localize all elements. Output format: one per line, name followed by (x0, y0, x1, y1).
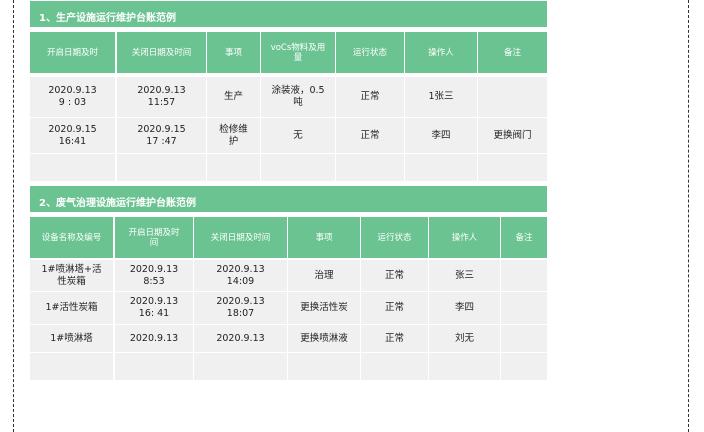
table-cell (501, 325, 547, 352)
table-cell (478, 154, 547, 181)
table-cell: 2020.9.15 17 :47 (117, 118, 206, 153)
table-cell (30, 353, 113, 380)
table-cell: 生产 (207, 77, 260, 117)
table-cell (30, 154, 115, 181)
table-cell (288, 353, 360, 380)
table-cell: 刘无 (429, 325, 500, 352)
table-cell (501, 292, 547, 324)
table-cell: 1#喷淋塔 (30, 325, 113, 352)
table-cell: 正常 (361, 325, 428, 352)
table-cell: 李四 (405, 118, 477, 153)
table-cell: 2020.9.13 (115, 325, 193, 352)
table-cell: 涂装液，0.5 吨 (261, 77, 335, 117)
column-header: 运行状态 (336, 32, 404, 73)
table-cell: 检修维 护 (207, 118, 260, 153)
table-cell: 2020.9.13 9 : 03 (30, 77, 115, 117)
table-title: 1、生产设施运行维护台账范例 (30, 1, 547, 27)
table-cell (115, 353, 193, 380)
column-header: 操作人 (405, 32, 477, 73)
column-header: 关闭日期及时间 (117, 32, 206, 73)
column-header: 事项 (288, 217, 360, 258)
table-cell (194, 353, 287, 380)
table-cell: 正常 (361, 292, 428, 324)
table-cell: 1#喷淋塔+活 性炭箱 (30, 260, 113, 291)
column-header: 设备名称及编号 (30, 217, 113, 258)
column-header: 运行状态 (361, 217, 428, 258)
page-left-margin-line (13, 0, 14, 432)
column-header: 事项 (207, 32, 260, 73)
table-cell (117, 154, 206, 181)
table-cell (478, 77, 547, 117)
table-cell: 张三 (429, 260, 500, 291)
table-cell (501, 260, 547, 291)
table-cell: 更换活性炭 (288, 292, 360, 324)
table-cell (361, 353, 428, 380)
page-right-margin-line (688, 0, 689, 432)
table-cell: 李四 (429, 292, 500, 324)
table-cell: 2020.9.13 14:09 (194, 260, 287, 291)
column-header: 操作人 (429, 217, 500, 258)
table-cell (336, 154, 404, 181)
column-header: 开启日期及时 (30, 32, 115, 73)
table-cell: 2020.9.13 8:53 (115, 260, 193, 291)
table-cell: 1#活性炭箱 (30, 292, 113, 324)
column-header: 开启日期及时 间 (115, 217, 193, 258)
table-cell (207, 154, 260, 181)
table-cell: 无 (261, 118, 335, 153)
table-title: 2、废气治理设施运行维护台账范例 (30, 186, 547, 212)
table-cell: 2020.9.13 11:57 (117, 77, 206, 117)
table-cell: 更换喷淋液 (288, 325, 360, 352)
table-cell (405, 154, 477, 181)
table-cell (429, 353, 500, 380)
table-cell: 2020.9.13 16: 41 (115, 292, 193, 324)
table-cell (501, 353, 547, 380)
table-cell: 更换阀门 (478, 118, 547, 153)
table-cell: 2020.9.15 16:41 (30, 118, 115, 153)
column-header: 备注 (501, 217, 547, 258)
column-header: 关闭日期及时间 (194, 217, 287, 258)
table-cell: 正常 (361, 260, 428, 291)
table-cell: 1张三 (405, 77, 477, 117)
table-cell: 治理 (288, 260, 360, 291)
column-header: 备注 (478, 32, 547, 73)
table-cell: 2020.9.13 18:07 (194, 292, 287, 324)
table-cell (261, 154, 335, 181)
table-cell: 正常 (336, 77, 404, 117)
column-header: voCs物料及用 量 (261, 32, 335, 73)
table-cell: 2020.9.13 (194, 325, 287, 352)
table-cell: 正常 (336, 118, 404, 153)
